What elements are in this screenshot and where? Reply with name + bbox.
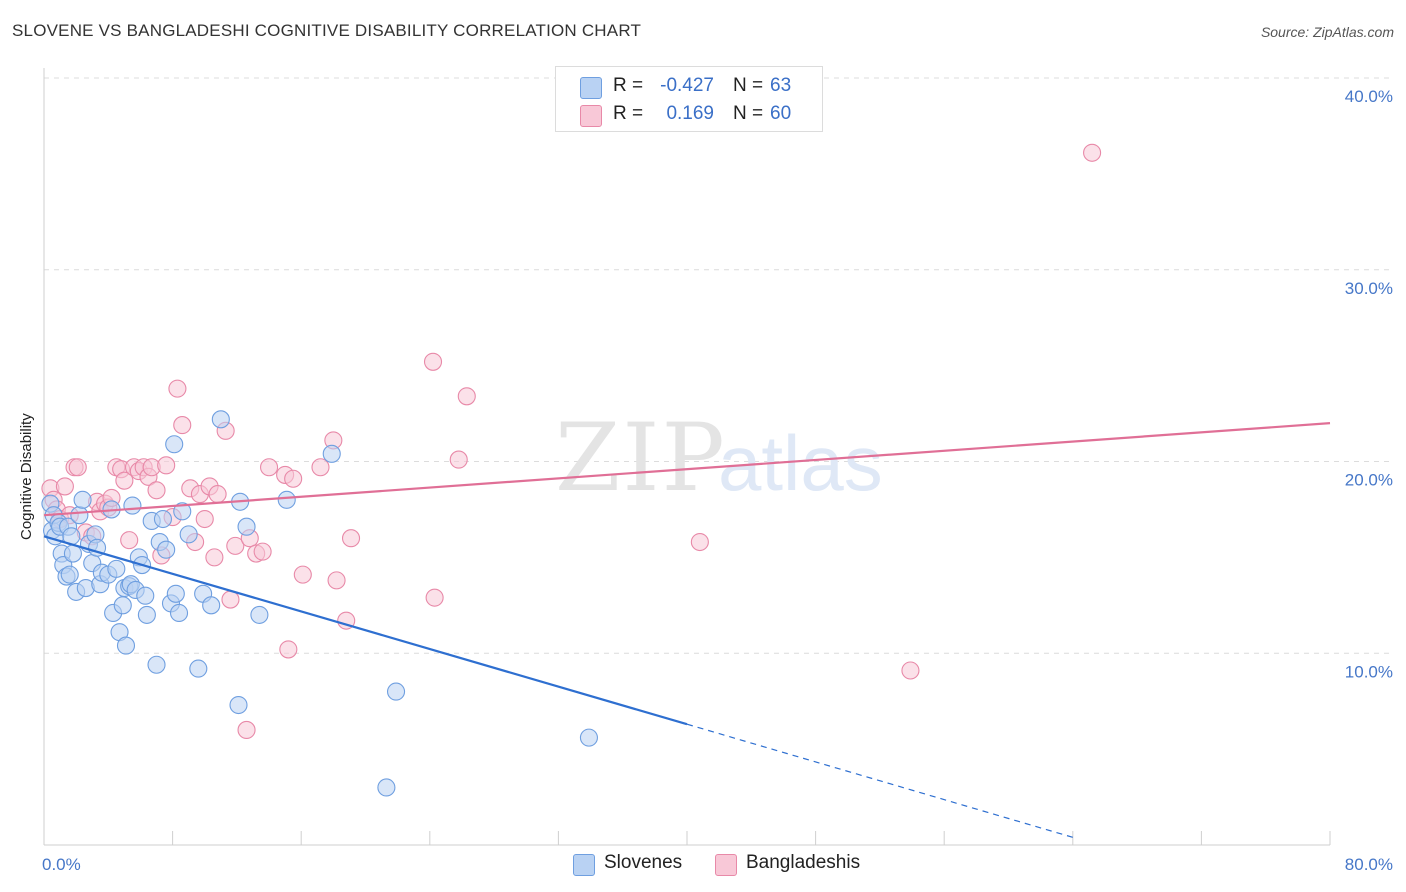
- slovene-point: [165, 435, 184, 454]
- slovene-point: [202, 596, 221, 615]
- source-label: Source: ZipAtlas.com: [1260, 24, 1394, 40]
- bangladeshi-point: [195, 509, 214, 529]
- n-label: N =: [733, 75, 764, 96]
- bangladeshi-point: [279, 640, 298, 659]
- bangladeshi-point: [208, 485, 227, 504]
- slovene-point: [116, 636, 136, 655]
- gridlines: [44, 77, 1393, 654]
- legend-row-slovenes: R = -0.427 N = 63: [556, 74, 822, 100]
- bangladeshi-point: [115, 471, 134, 490]
- chart-title: SLOVENE VS BANGLADESHI COGNITIVE DISABIL…: [12, 21, 642, 40]
- bangladeshi-point: [68, 458, 87, 477]
- r-label: R =: [613, 75, 644, 96]
- slovene-point: [113, 596, 132, 615]
- slovenes-points: [41, 410, 598, 797]
- slovene-point: [169, 603, 189, 623]
- bangladeshis-swatch: [715, 854, 737, 876]
- slovene-point: [277, 490, 296, 509]
- r-value: 0.169: [666, 103, 714, 124]
- watermark: ZIP atlas: [555, 404, 883, 513]
- slovene-point: [73, 490, 92, 509]
- slovene-point: [386, 682, 406, 701]
- slovene-point: [377, 778, 396, 797]
- y-tick-label: 30.0%: [1345, 279, 1393, 298]
- bangladeshi-point: [237, 720, 256, 740]
- bangladeshi-point: [423, 352, 443, 371]
- r-value: -0.427: [660, 75, 714, 96]
- slovene-point: [237, 517, 256, 536]
- slovene-point: [189, 659, 208, 678]
- slovene-point: [229, 695, 248, 715]
- bangladeshi-point: [341, 529, 361, 548]
- bangladeshi-point: [259, 458, 279, 477]
- bangladeshi-point: [253, 542, 272, 561]
- bangladeshi-point: [457, 387, 476, 406]
- watermark-atlas: atlas: [718, 419, 883, 507]
- slovene-point: [579, 728, 598, 747]
- legend-label: Bangladeshis: [746, 852, 861, 873]
- slovene-point: [179, 525, 198, 544]
- bangladeshis-trend-line: [43, 422, 1331, 517]
- bangladeshi-point: [120, 531, 139, 550]
- slovene-point: [123, 496, 142, 515]
- legend-row-bangladeshis: R = 0.169 N = 60: [556, 102, 822, 128]
- x-tick-label: 0.0%: [42, 855, 81, 874]
- stats-legend: R = -0.427 N = 63 R = 0.169 N = 60: [555, 66, 823, 132]
- slovene-point: [157, 540, 176, 559]
- bangladeshi-point: [311, 458, 330, 477]
- bangladeshi-point: [168, 379, 187, 398]
- n-value: 60: [770, 103, 792, 124]
- slovene-point: [322, 444, 341, 463]
- x-tick-label: 80.0%: [1345, 855, 1393, 874]
- bangladeshi-point: [147, 481, 166, 500]
- watermark-zip: ZIP: [555, 404, 727, 513]
- bangladeshi-point: [425, 588, 444, 607]
- n-value: 63: [770, 75, 792, 96]
- slovene-point: [153, 509, 173, 529]
- bangladeshi-point: [284, 469, 303, 488]
- bottom-legend: Slovenes Bangladeshis: [0, 852, 1406, 878]
- tick-labels: 10.0% 20.0% 30.0% 40.0% 0.0% 80.0%: [42, 87, 1393, 874]
- bangladeshi-point: [293, 565, 312, 584]
- slovene-point: [70, 506, 89, 525]
- bangladeshi-point: [205, 548, 224, 567]
- slovene-point: [250, 605, 269, 624]
- bangladeshi-point: [226, 536, 245, 555]
- n-label: N =: [733, 103, 764, 124]
- bangladeshi-point: [690, 532, 709, 552]
- slovene-point: [166, 584, 185, 603]
- slovene-point: [137, 605, 156, 624]
- bangladeshi-point: [1083, 143, 1102, 162]
- slovenes-trend-extension: [686, 723, 1073, 838]
- bangladeshis-swatch: [580, 105, 602, 127]
- bangladeshi-point: [157, 456, 176, 475]
- slovenes-swatch: [573, 854, 595, 876]
- slovene-point: [107, 559, 126, 578]
- slovenes-swatch: [580, 77, 602, 99]
- slovene-point: [60, 565, 79, 584]
- bangladeshi-point: [55, 477, 74, 496]
- y-tick-label: 40.0%: [1345, 87, 1393, 106]
- slovene-point: [147, 655, 166, 674]
- slovene-point: [211, 410, 230, 429]
- r-label: R =: [613, 103, 644, 124]
- legend-label: Slovenes: [604, 852, 683, 873]
- bangladeshi-point: [901, 661, 920, 680]
- bangladeshi-point: [327, 571, 346, 590]
- slovene-point: [173, 502, 192, 521]
- y-tick-label: 20.0%: [1345, 471, 1393, 490]
- trend-lines: [43, 422, 1331, 838]
- y-tick-label: 10.0%: [1345, 662, 1393, 681]
- bangladeshi-point: [449, 450, 468, 469]
- axes: [43, 68, 1331, 846]
- bangladeshi-point: [173, 416, 192, 435]
- slovenes-trend-line: [43, 535, 688, 726]
- slovene-point: [136, 586, 155, 605]
